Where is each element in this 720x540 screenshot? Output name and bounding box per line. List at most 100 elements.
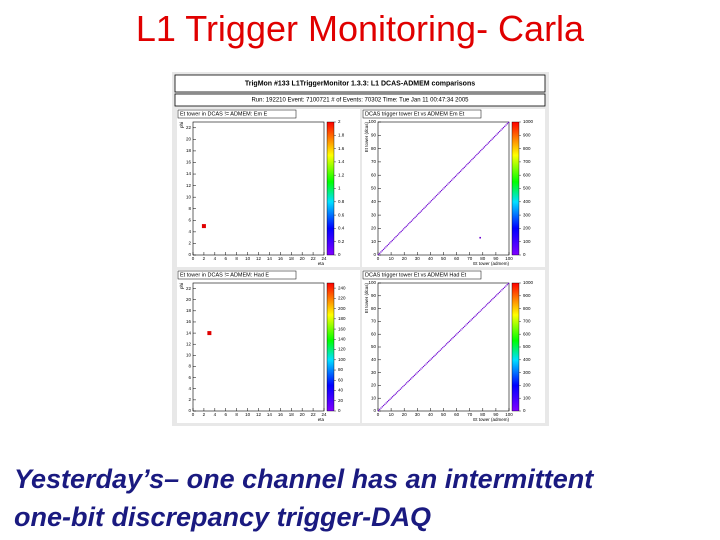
color-scale-label: 0.2 xyxy=(338,239,345,244)
y-tick-label: 14 xyxy=(186,330,192,335)
y-tick-label: 16 xyxy=(186,319,192,324)
x-tick-label: 16 xyxy=(278,412,284,417)
color-scale-label: 0 xyxy=(338,408,341,413)
data-point xyxy=(207,331,212,336)
panel-title-box xyxy=(177,270,297,280)
color-scale-label: 900 xyxy=(523,293,531,298)
y-tick-label: 6 xyxy=(188,217,191,222)
y-tick-label: 30 xyxy=(371,370,377,375)
color-scale-label: 300 xyxy=(523,212,531,217)
y-tick-label: 10 xyxy=(371,395,377,400)
x-tick-label: 10 xyxy=(389,412,395,417)
color-scale xyxy=(511,121,520,256)
y-tick-label: 18 xyxy=(186,148,192,153)
y-tick-label: 12 xyxy=(186,341,192,346)
color-scale-label: 0.6 xyxy=(338,212,345,217)
panel-title: DCAS trigger tower Et vs ADMEM Em Et xyxy=(365,111,465,117)
run-info-text: Run: 192210 Event: 7100721 # of Events: … xyxy=(251,98,469,104)
x-tick-label: 0 xyxy=(192,412,195,417)
x-tick-label: 0 xyxy=(192,256,195,261)
color-scale-label: 100 xyxy=(523,395,531,400)
y-tick-label: 8 xyxy=(188,364,191,369)
panel-title: DCAS trigger tower Et vs ADMEM Had Et xyxy=(365,272,467,278)
color-scale-label: 1000 xyxy=(523,280,534,285)
x-tick-label: 0 xyxy=(377,256,380,261)
diagonal-points xyxy=(377,121,510,256)
color-scale-label: 1.4 xyxy=(338,159,345,164)
x-tick-label: 22 xyxy=(311,256,317,261)
x-tick-label: 10 xyxy=(389,256,395,261)
color-scale-label: 500 xyxy=(523,344,531,349)
color-scale-label: 800 xyxy=(523,146,531,151)
color-scale-label: 2 xyxy=(338,119,341,124)
color-scale-label: 1000 xyxy=(523,119,534,124)
x-tick-label: 80 xyxy=(480,412,486,417)
x-tick-label: 30 xyxy=(415,412,421,417)
y-tick-label: 2 xyxy=(188,397,191,402)
color-scale-label: 100 xyxy=(523,239,531,244)
y-tick-label: 2 xyxy=(188,241,191,246)
color-scale xyxy=(326,121,335,256)
x-axis-label: Et tower (admem) xyxy=(473,417,509,422)
y-tick-label: 40 xyxy=(371,357,377,362)
x-tick-label: 22 xyxy=(311,412,317,417)
color-scale-label: 240 xyxy=(338,285,346,290)
y-tick-label: 12 xyxy=(186,183,192,188)
x-tick-label: 18 xyxy=(289,412,295,417)
y-tick-label: 0 xyxy=(188,408,191,413)
y-tick-label: 20 xyxy=(186,297,192,302)
y-tick-label: 100 xyxy=(368,280,376,285)
color-scale-label: 200 xyxy=(523,383,531,388)
color-scale-label: 800 xyxy=(523,306,531,311)
color-scale-label: 500 xyxy=(523,186,531,191)
x-tick-label: 4 xyxy=(214,256,217,261)
y-tick-label: 8 xyxy=(188,206,191,211)
color-scale-label: 0.4 xyxy=(338,226,345,231)
panel-title-box xyxy=(362,270,482,280)
y-tick-label: 0 xyxy=(373,252,376,257)
data-point xyxy=(201,224,206,229)
color-scale-label: 200 xyxy=(338,306,346,311)
color-scale-label: 300 xyxy=(523,370,531,375)
y-tick-label: 70 xyxy=(371,319,377,324)
x-tick-label: 80 xyxy=(480,256,486,261)
y-tick-label: 20 xyxy=(371,226,377,231)
y-tick-label: 0 xyxy=(188,252,191,257)
y-tick-label: 90 xyxy=(371,293,377,298)
x-tick-label: 60 xyxy=(454,412,460,417)
y-tick-label: 90 xyxy=(371,132,377,137)
x-tick-label: 18 xyxy=(289,256,295,261)
x-tick-label: 70 xyxy=(467,256,473,261)
x-tick-label: 4 xyxy=(214,412,217,417)
data-point xyxy=(479,236,481,239)
color-scale-label: 1 xyxy=(338,186,341,191)
color-scale-label: 40 xyxy=(338,388,344,393)
panel-title: Et tower in DCAS != ADMEM: Had E xyxy=(180,272,269,278)
y-tick-label: 70 xyxy=(371,159,377,164)
x-tick-label: 6 xyxy=(224,256,227,261)
color-scale-label: 700 xyxy=(523,319,531,324)
color-scale-label: 0 xyxy=(523,252,526,257)
color-scale-label: 100 xyxy=(338,357,346,362)
x-tick-label: 10 xyxy=(245,412,251,417)
x-tick-label: 20 xyxy=(402,412,408,417)
slide-title: L1 Trigger Monitoring- Carla xyxy=(135,8,585,49)
y-tick-label: 20 xyxy=(371,383,377,388)
y-tick-label: 20 xyxy=(186,137,192,142)
y-axis-label: phi xyxy=(179,122,184,128)
x-axis-label: eta xyxy=(318,261,325,266)
x-tick-label: 20 xyxy=(300,256,306,261)
panel-title: Et tower in DCAS != ADMEM: Em E xyxy=(180,111,268,117)
y-tick-label: 22 xyxy=(186,286,192,291)
x-tick-label: 90 xyxy=(493,256,499,261)
y-tick-label: 80 xyxy=(371,146,377,151)
color-scale-label: 80 xyxy=(338,367,344,372)
x-tick-label: 16 xyxy=(278,256,284,261)
x-tick-label: 40 xyxy=(428,256,434,261)
color-scale-label: 220 xyxy=(338,296,346,301)
y-axis-label: Et tower (dcas) xyxy=(364,122,369,153)
y-tick-label: 30 xyxy=(371,212,377,217)
x-tick-label: 40 xyxy=(428,412,434,417)
